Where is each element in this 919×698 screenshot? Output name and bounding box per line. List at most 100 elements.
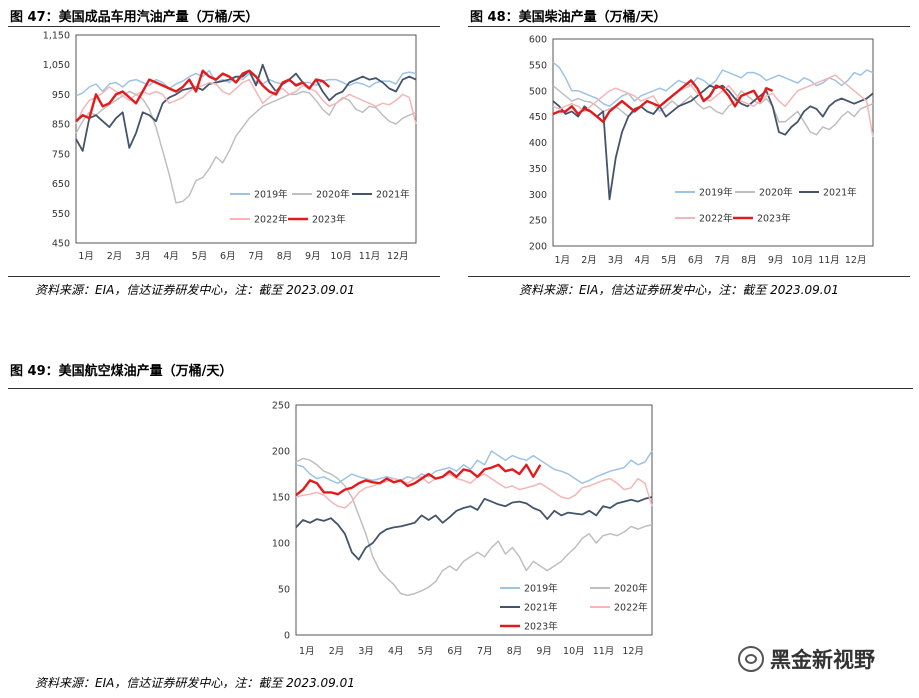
fig48-ytick-label: 500 [529,86,547,97]
fig48-legend-label: 2019年 [699,187,733,199]
fig47-xtick-label: 9月 [305,251,321,262]
fig49-xtick-label: 3月 [358,646,374,657]
fig49-xtick-label: 6月 [447,646,463,657]
fig48-xtick-label: 7月 [715,255,731,266]
fig48-xtick-label: 6月 [688,255,704,266]
fig49-legend-label: 2019年 [524,583,558,595]
fig48-series-line [552,61,874,108]
fig47-legend-label: 2021年 [376,189,410,201]
fig49-xtick-label: 12月 [622,646,644,657]
fig48-xtick-label: 12月 [845,255,867,266]
fig49-legend-label: 2021年 [524,602,558,614]
fig49-plot-frame [295,404,653,636]
fig48-xtick-label: 5月 [661,255,677,266]
fig47-title: 图 47：美国成品车用汽油产量（万桶/天） [10,10,259,25]
fig48-ytick-label: 550 [529,60,547,71]
fig47-legend-label: 2022年 [254,214,288,226]
fig47-ytick-label: 1,050 [43,60,70,71]
fig47-ytick-label: 1,150 [43,31,70,42]
fig49-xtick-label: 2月 [329,646,345,657]
fig49-xtick-label: 9月 [536,646,552,657]
fig48-plot-frame [552,38,874,247]
fig47-xtick-label: 2月 [107,251,123,262]
wechat-icon [738,646,764,672]
fig49-ytick-label: 50 [278,585,290,596]
fig47-series-line [75,90,417,204]
fig48-legend-label: 2022年 [699,213,733,225]
fig47-xtick-label: 12月 [387,251,409,262]
fig49-series-line [295,473,653,509]
fig47-legend-label: 2023年 [312,214,346,226]
fig47-xtick-label: 7月 [248,251,264,262]
fig48-ytick-label: 600 [529,35,547,46]
fig49-ytick-label: 0 [284,631,290,642]
fig49-chart: 0 50 100 150 200 250 1月 2月 3月 4月 5月 6月 7月 8月 9月 10月 11月 1… [272,401,653,657]
fig48-xtick-label: 10月 [792,255,814,266]
fig49-xtick-label: 5月 [418,646,434,657]
fig48-series-line [552,79,774,124]
fig47-ytick-label: 450 [52,239,70,250]
fig49-xtick-label: 7月 [477,646,493,657]
fig49-series-line [295,463,542,497]
fig48-series-line [552,74,874,138]
fig47-xtick-label: 6月 [220,251,236,262]
fig49-legend-label: 2020年 [614,583,648,595]
fig47-xtick-label: 10月 [330,251,352,262]
fig47-ytick-label: 750 [52,149,70,160]
fig47-xtick-label: 5月 [192,251,208,262]
fig47-series-line [75,63,417,152]
fig47-series-line [75,78,417,125]
fig47-chart: 450 550 650 750 850 950 1,050 1,150 1月 2月 3月 4月 5月 6月… [43,31,417,262]
fig47-xtick-label: 4月 [163,251,179,262]
fig49-xtick-label: 8月 [507,646,523,657]
fig48-title: 图 48：美国柴油产量（万桶/天） [470,10,667,25]
fig47-series-line [75,69,417,97]
fig47-series-line [75,69,331,123]
fig48-ytick-label: 350 [529,164,547,175]
fig48-source-rule [468,276,910,277]
fig48-xtick-label: 3月 [608,255,624,266]
fig49-legend-label: 2022年 [614,602,648,614]
fig47-title-rule [8,26,440,27]
fig49-ytick-label: 200 [272,447,290,458]
fig49-source: 资料来源：EIA，信达证券研发中心，注：截至 2023.09.01 [35,676,355,690]
fig47-xtick-label: 11月 [359,251,381,262]
fig48-xtick-label: 2月 [581,255,597,266]
fig48-ytick-label: 450 [529,112,547,123]
fig49-series-line [295,457,653,597]
fig47-legend-label: 2019年 [254,189,288,201]
fig49-ytick-label: 100 [272,539,290,550]
fig49-series-line [295,450,653,484]
fig47-xtick-label: 3月 [135,251,151,262]
fig49-ytick-label: 250 [272,401,290,412]
fig48-legend-label: 2023年 [757,213,791,225]
fig49-legend-label: 2023年 [524,621,558,633]
fig49-title: 图 49：美国航空煤油产量（万桶/天） [10,364,233,379]
fig48-legend-label: 2021年 [823,187,857,199]
fig47-ytick-label: 650 [52,179,70,190]
fig48-xtick-label: 1月 [555,255,571,266]
fig48-ytick-label: 300 [529,190,547,201]
fig47-ytick-label: 850 [52,120,70,131]
fig47-ytick-label: 550 [52,209,70,220]
fig49-xtick-label: 10月 [563,646,585,657]
fig49-series-line [295,496,653,561]
fig48-xtick-label: 9月 [768,255,784,266]
fig48-xtick-label: 11月 [818,255,840,266]
fig48-xtick-label: 4月 [635,255,651,266]
fig47-ytick-label: 950 [52,90,70,101]
fig47-legend-label: 2020年 [316,189,350,201]
fig49-xtick-label: 4月 [388,646,404,657]
fig48-legend-label: 2020年 [759,187,793,199]
fig48-ytick-label: 250 [529,216,547,227]
fig49-xtick-label: 11月 [593,646,615,657]
watermark-text: 黑金新视野 [770,648,875,672]
fig49-xtick-label: 1月 [299,646,315,657]
fig48-title-rule [468,26,910,27]
fig47-xtick-label: 1月 [78,251,94,262]
fig49-ytick-label: 150 [272,493,290,504]
fig48-chart: 200 250 300 350 400 450 500 550 600 1月 2月 3月 4月 5月 6月 7… [529,35,874,266]
fig47-source-rule [8,276,440,277]
fig48-series-line [552,84,874,201]
fig48-ytick-label: 400 [529,138,547,149]
